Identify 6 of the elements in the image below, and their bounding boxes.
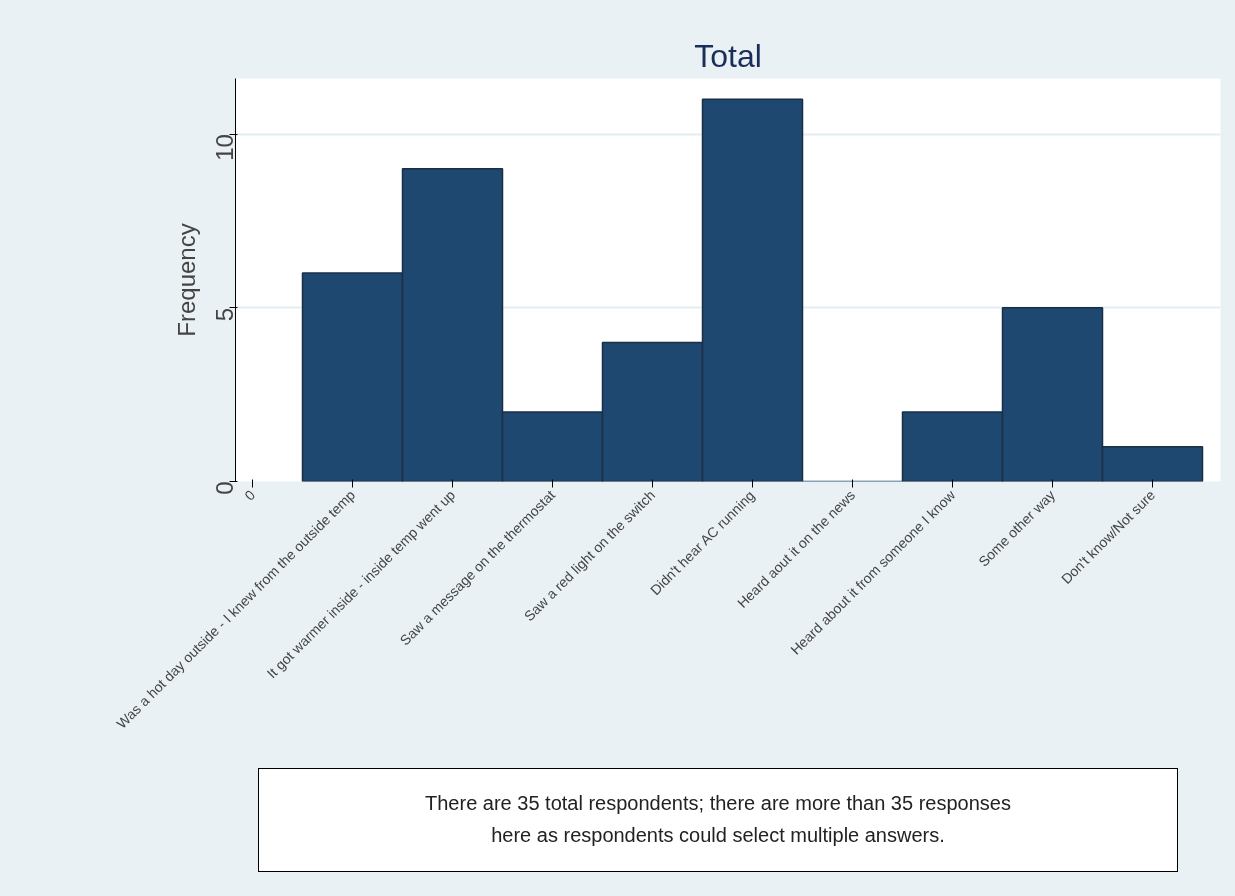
text: There are 35 total respondents; there are more than 35 responses here as respondents could select multiple answers. bbox=[425, 791, 1011, 848]
y-tick-label: 5 bbox=[211, 307, 238, 322]
chart-title: Total bbox=[694, 37, 762, 74]
y-axis-title: Frequency bbox=[172, 223, 200, 337]
x-tick-label: 0 bbox=[241, 486, 259, 504]
y-tick-label: 10 bbox=[211, 134, 238, 161]
